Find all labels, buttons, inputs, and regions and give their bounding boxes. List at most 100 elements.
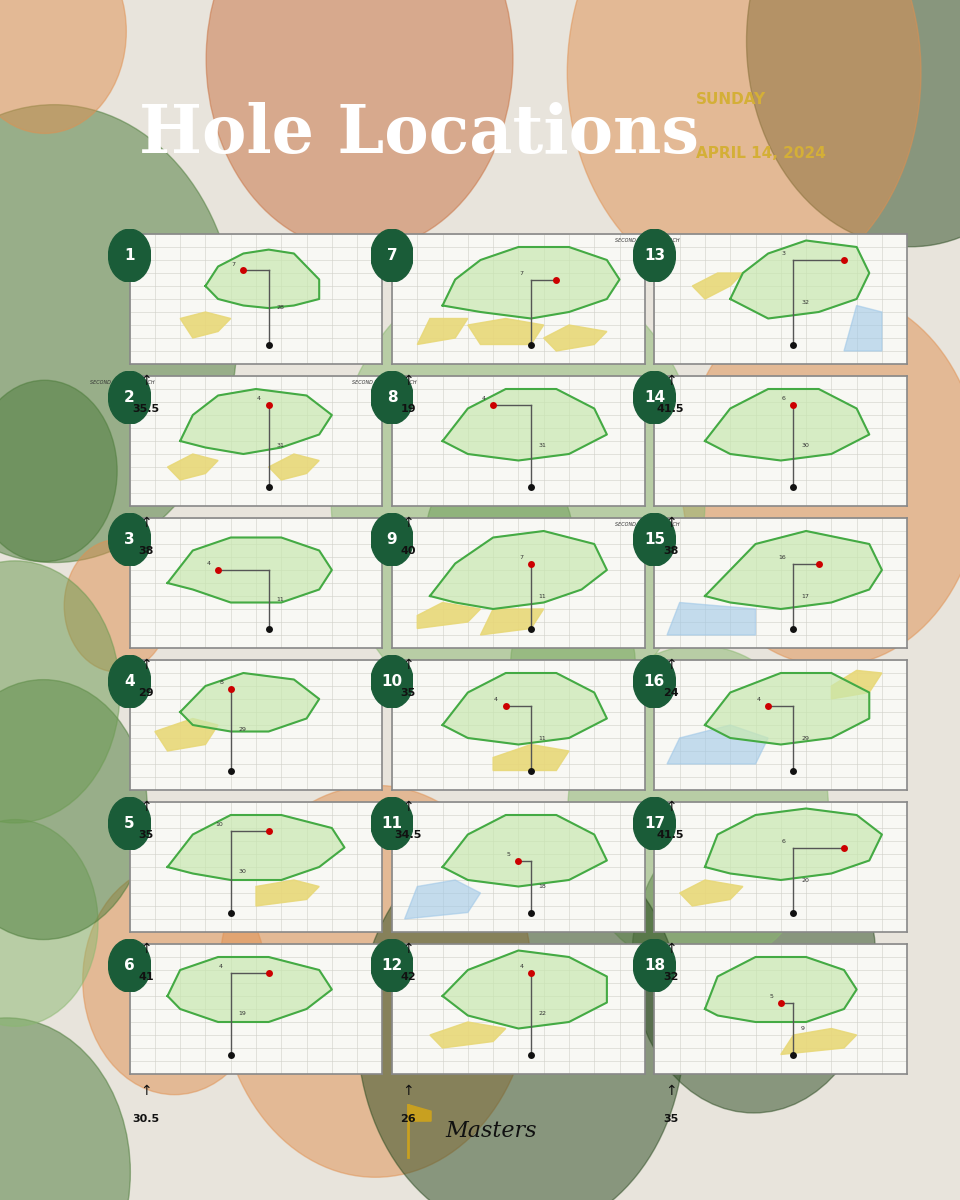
Text: 6: 6	[124, 958, 135, 973]
Circle shape	[568, 646, 828, 971]
Text: 30: 30	[238, 869, 246, 874]
Text: 30.5: 30.5	[132, 1114, 159, 1123]
Polygon shape	[705, 389, 870, 461]
Circle shape	[682, 292, 960, 666]
Polygon shape	[844, 306, 882, 350]
Text: ↑: ↑	[665, 942, 677, 955]
Text: ↑: ↑	[665, 1084, 677, 1098]
Text: 6: 6	[782, 396, 786, 401]
Text: 28: 28	[276, 305, 284, 310]
Polygon shape	[692, 274, 743, 299]
Circle shape	[634, 371, 676, 424]
Text: 4: 4	[519, 964, 523, 968]
Polygon shape	[468, 318, 543, 344]
Text: 14: 14	[644, 390, 665, 406]
Text: 34.5: 34.5	[395, 829, 422, 840]
Text: 12: 12	[381, 958, 402, 973]
Circle shape	[83, 865, 266, 1094]
Polygon shape	[680, 880, 743, 906]
Circle shape	[108, 229, 151, 282]
Circle shape	[371, 229, 413, 282]
Polygon shape	[705, 809, 882, 880]
Text: 41.5: 41.5	[657, 829, 684, 840]
Text: 2: 2	[124, 390, 135, 406]
Text: 15: 15	[644, 532, 665, 547]
Polygon shape	[405, 880, 481, 919]
Text: 32: 32	[801, 300, 809, 305]
Text: 7: 7	[231, 262, 236, 266]
Polygon shape	[705, 673, 870, 744]
Text: 4: 4	[124, 674, 135, 689]
Circle shape	[0, 380, 117, 562]
Text: ↑: ↑	[402, 1084, 414, 1098]
Text: SECOND SHOT APPROACH: SECOND SHOT APPROACH	[352, 380, 417, 385]
Circle shape	[0, 1018, 131, 1200]
Text: 35: 35	[400, 688, 416, 697]
Circle shape	[331, 262, 705, 730]
Circle shape	[219, 785, 532, 1177]
Text: 11: 11	[276, 596, 284, 601]
Text: ↑: ↑	[402, 942, 414, 955]
Polygon shape	[493, 744, 569, 770]
Circle shape	[634, 940, 676, 992]
Text: 29: 29	[138, 688, 154, 697]
Text: 4: 4	[206, 562, 210, 566]
Polygon shape	[667, 602, 756, 635]
Text: ↑: ↑	[665, 658, 677, 672]
Text: 30: 30	[801, 443, 809, 448]
Text: 16: 16	[779, 554, 786, 559]
Text: 32: 32	[663, 972, 679, 982]
Polygon shape	[180, 673, 319, 732]
Text: ↑: ↑	[140, 658, 152, 672]
Text: 35.5: 35.5	[132, 403, 159, 414]
Text: 19: 19	[238, 1012, 246, 1016]
Text: 1: 1	[125, 248, 134, 263]
Polygon shape	[443, 247, 619, 318]
Polygon shape	[168, 815, 345, 880]
Circle shape	[108, 655, 151, 708]
Circle shape	[634, 655, 676, 708]
Text: Hole Locations: Hole Locations	[139, 102, 700, 168]
Text: ↑: ↑	[402, 658, 414, 672]
Polygon shape	[205, 250, 319, 308]
Text: 18: 18	[644, 958, 665, 973]
Text: 18: 18	[539, 884, 546, 889]
Polygon shape	[408, 1104, 431, 1121]
Text: 10: 10	[381, 674, 402, 689]
Circle shape	[424, 451, 574, 637]
Text: 35: 35	[663, 1114, 679, 1123]
Circle shape	[108, 371, 151, 424]
Circle shape	[511, 587, 636, 743]
Text: 7: 7	[519, 554, 523, 559]
Circle shape	[634, 797, 676, 850]
Circle shape	[634, 514, 676, 566]
Text: 4: 4	[482, 396, 486, 401]
Text: ↑: ↑	[665, 373, 677, 388]
Polygon shape	[443, 815, 607, 887]
Text: 5: 5	[507, 852, 511, 857]
Text: 8: 8	[219, 679, 223, 685]
Circle shape	[371, 655, 413, 708]
Circle shape	[64, 540, 170, 672]
Polygon shape	[418, 602, 481, 629]
Polygon shape	[481, 608, 543, 635]
Polygon shape	[168, 538, 332, 602]
Polygon shape	[418, 318, 468, 344]
Circle shape	[206, 0, 513, 251]
Circle shape	[357, 827, 684, 1200]
Text: 38: 38	[663, 546, 679, 556]
Polygon shape	[705, 958, 856, 1022]
Circle shape	[632, 808, 876, 1112]
Text: 29: 29	[238, 727, 247, 732]
Polygon shape	[731, 240, 870, 318]
Text: 42: 42	[400, 972, 416, 982]
Text: 31: 31	[539, 443, 546, 448]
Text: Masters: Masters	[445, 1120, 537, 1142]
Polygon shape	[168, 958, 332, 1022]
Text: 24: 24	[663, 688, 679, 697]
Text: ↑: ↑	[402, 373, 414, 388]
Text: 29: 29	[801, 736, 809, 740]
Text: 6: 6	[782, 839, 786, 844]
Text: 8: 8	[387, 390, 397, 406]
Text: 17: 17	[644, 816, 665, 832]
